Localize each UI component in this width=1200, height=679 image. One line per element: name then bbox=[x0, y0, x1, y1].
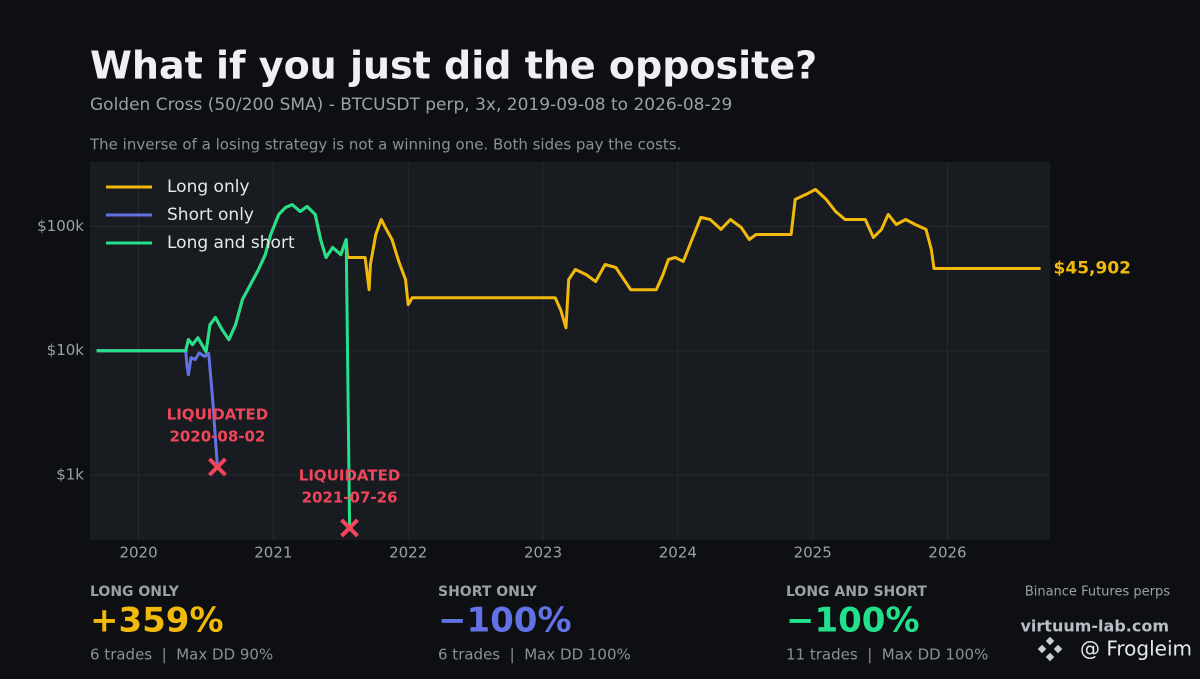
stat-label: LONG AND SHORT bbox=[786, 584, 927, 600]
end-value-label: $45,902 bbox=[1054, 258, 1131, 278]
y-tick-label: $1k bbox=[56, 466, 84, 484]
stat-label: SHORT ONLY bbox=[438, 584, 538, 600]
site: virtuum-lab.com bbox=[1020, 617, 1169, 636]
x-tick-label: 2025 bbox=[794, 544, 832, 562]
annotation-label: LIQUIDATED bbox=[167, 406, 268, 424]
legend-label: Long and short bbox=[167, 233, 295, 253]
y-tick-label: $10k bbox=[47, 341, 85, 359]
annotation-label: LIQUIDATED bbox=[299, 466, 400, 484]
marker-stroke bbox=[340, 518, 359, 538]
stat-detail: 6 trades | Max DD 90% bbox=[90, 646, 273, 664]
source: Binance Futures perps bbox=[1025, 585, 1170, 600]
y-tick-label: $100k bbox=[37, 217, 84, 235]
stat-label: LONG ONLY bbox=[90, 584, 180, 600]
stat-value: +359% bbox=[90, 601, 224, 641]
annotation-date: 2020-08-02 bbox=[169, 428, 265, 446]
x-tick-label: 2026 bbox=[928, 544, 966, 562]
chart-title: What if you just did the opposite? bbox=[90, 44, 817, 88]
marker-stroke bbox=[208, 457, 227, 477]
stat-value: −100% bbox=[786, 601, 920, 641]
grid: 2020 2021 2022 2023 2024 2025 2026 $1k $10k $100k bbox=[37, 162, 1050, 562]
logo-icon bbox=[1037, 636, 1063, 662]
x-tick-label: 2022 bbox=[389, 544, 427, 562]
legend-label: Short only bbox=[167, 205, 254, 225]
chart-subtitle: Golden Cross (50/200 SMA) - BTCUSDT perp… bbox=[90, 95, 732, 115]
series-line bbox=[96, 203, 352, 529]
caption: The inverse of a losing strategy is not … bbox=[89, 136, 681, 154]
x-tick-label: 2023 bbox=[524, 544, 562, 562]
x-tick-label: 2020 bbox=[119, 544, 157, 562]
series-line bbox=[96, 349, 219, 468]
stat-value: −100% bbox=[438, 601, 572, 641]
legend-label: Long only bbox=[167, 177, 250, 197]
lines bbox=[96, 187, 1041, 529]
liquidation-marker bbox=[340, 518, 359, 538]
overlay: $45,902 Long only Short only Long and short… bbox=[106, 177, 1131, 538]
handle: @ Frogleim bbox=[1080, 637, 1192, 661]
annotation-date: 2021-07-26 bbox=[302, 488, 398, 506]
x-tick-label: 2024 bbox=[659, 544, 697, 562]
stat-detail: 11 trades | Max DD 100% bbox=[786, 646, 988, 664]
liquidation-marker bbox=[208, 457, 227, 477]
x-tick-label: 2021 bbox=[254, 544, 292, 562]
stat-detail: 6 trades | Max DD 100% bbox=[438, 646, 631, 664]
